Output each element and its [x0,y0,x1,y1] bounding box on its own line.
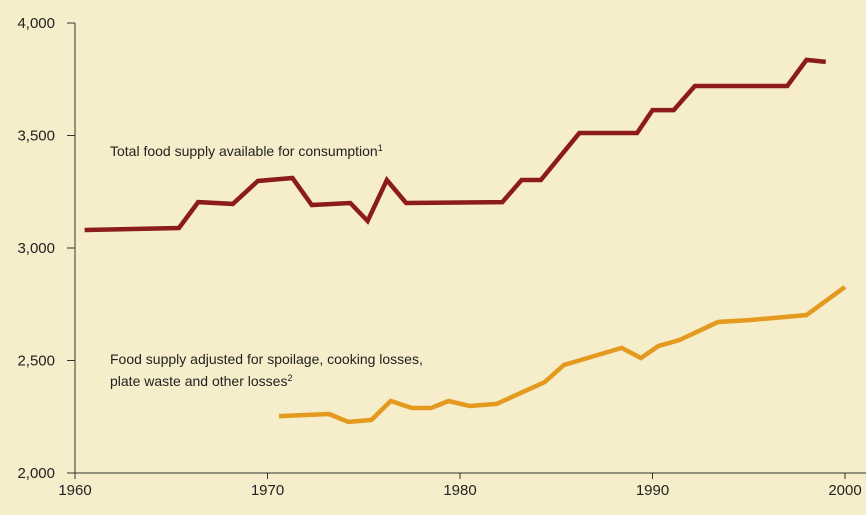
y-tick-label: 4,000 [17,15,55,32]
footnote-mark: 2 [287,373,292,383]
y-tick-label: 3,500 [17,128,55,145]
x-tick-label: 1970 [251,482,284,499]
x-tick-label: 2000 [828,482,861,499]
line-series [278,285,847,425]
x-tick-label: 1990 [636,482,669,499]
series-label: Food supply adjusted for spoilage, cooki… [110,351,423,367]
y-tick-label: 2,500 [17,353,55,370]
y-tick-label: 2,000 [17,465,55,482]
series-label: Total food supply available for consumpt… [110,143,383,159]
series-label-text: plate waste and other losses [110,373,287,389]
footnote-mark: 1 [378,143,383,153]
x-tick-label: 1960 [58,482,91,499]
series-label-text: Total food supply available for consumpt… [110,143,378,159]
y-tick-label: 3,000 [17,240,55,257]
line-series [84,57,826,233]
x-tick-label: 1980 [443,482,476,499]
series-label: plate waste and other losses2 [110,373,292,389]
